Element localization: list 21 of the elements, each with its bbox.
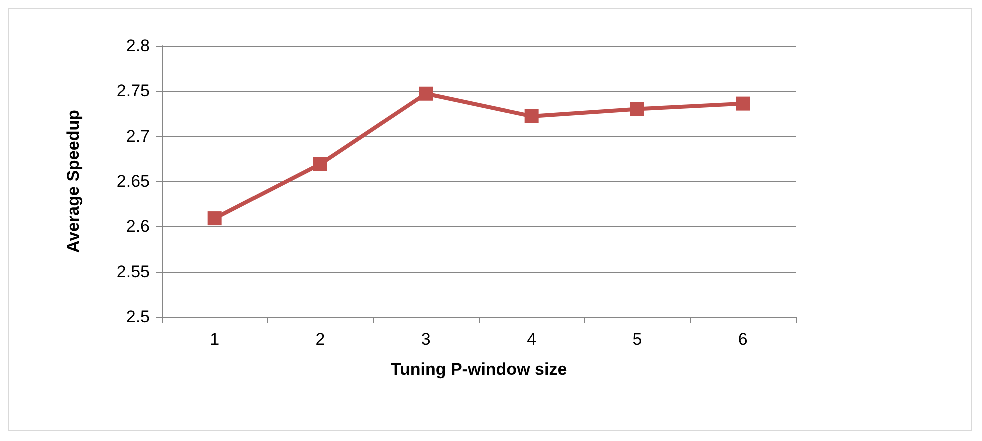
y-tick-label: 2.6: [126, 217, 150, 236]
y-tick-label: 2.55: [116, 262, 150, 282]
x-tick-label: 6: [738, 330, 748, 349]
y-tick-label: 2.5: [126, 308, 150, 326]
point: [630, 102, 644, 116]
x-tick-label: 3: [421, 330, 431, 349]
x-tick-label: 2: [316, 330, 326, 349]
x-tick-label: 1: [210, 330, 220, 349]
y-tick-label: 2.7: [126, 126, 150, 146]
x-tick-label: 4: [527, 330, 537, 349]
x-tick-label: 5: [632, 330, 642, 349]
y-tick-label: 2.75: [116, 82, 150, 101]
y-tick-label: 2.65: [116, 172, 150, 191]
x-axis-title: Tuning P-window size: [390, 360, 568, 379]
point: [524, 109, 539, 124]
y-tick-label: 2.8: [126, 36, 150, 56]
point: [208, 212, 222, 226]
point: [314, 157, 328, 172]
point: [736, 96, 750, 111]
y-axis-title: Average Speedup: [64, 110, 83, 253]
point: [419, 86, 434, 101]
